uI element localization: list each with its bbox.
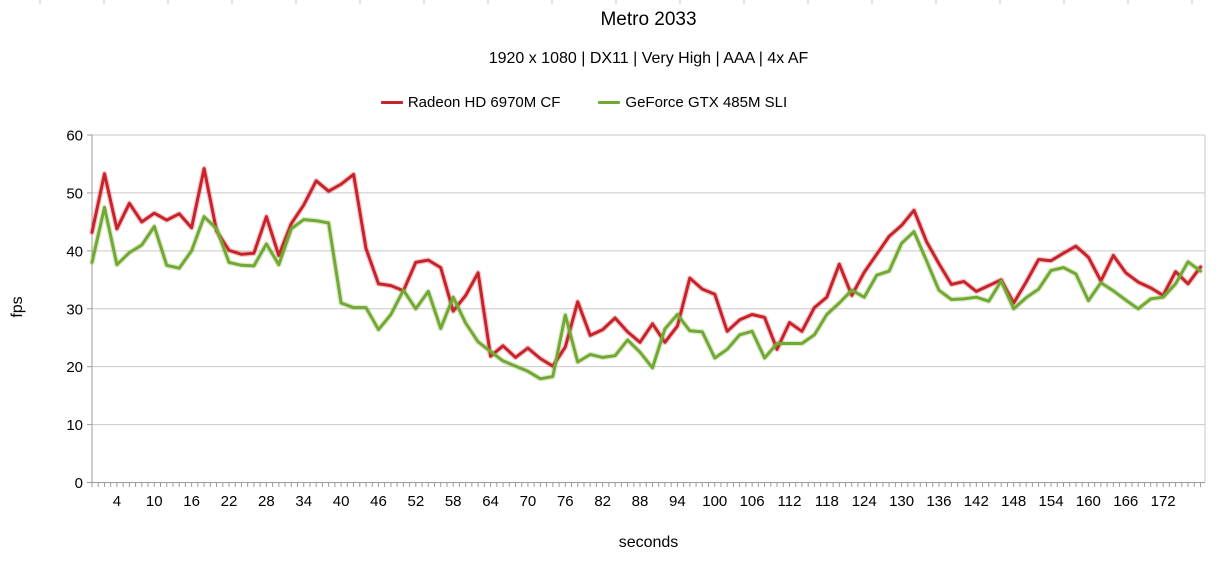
x-tick-label-34: 34: [295, 493, 312, 510]
x-tick-label-94: 94: [669, 493, 686, 510]
x-axis-minor-ticks: [91, 482, 1201, 487]
x-tick-label-28: 28: [258, 493, 275, 510]
x-tick-label-58: 58: [445, 493, 462, 510]
geforce-line-swatch-icon: [598, 101, 621, 104]
x-tick-label-160: 160: [1076, 493, 1101, 510]
legend: Radeon HD 6970M CF GeForce GTX 485M SLI: [0, 94, 1168, 111]
x-tick-label-76: 76: [557, 493, 574, 510]
x-tick-label-124: 124: [852, 493, 877, 510]
y-tick-label-40: 40: [66, 243, 83, 260]
y-tick-label-30: 30: [66, 301, 83, 318]
series-line-geforce: [90, 205, 1202, 381]
y-tick-label-20: 20: [66, 359, 83, 376]
x-tick-label-22: 22: [221, 493, 238, 510]
x-tick-label-82: 82: [594, 493, 611, 510]
x-tick-label-40: 40: [333, 493, 350, 510]
x-tick-label-142: 142: [964, 493, 989, 510]
x-tick-label-100: 100: [702, 493, 727, 510]
legend-label-geforce: GeForce GTX 485M SLI: [625, 94, 788, 111]
x-tick-label-106: 106: [740, 493, 765, 510]
radeon-line-swatch-icon: [380, 101, 403, 104]
x-tick-label-88: 88: [632, 493, 649, 510]
x-tick-label-70: 70: [520, 493, 537, 510]
series-line-radeon: [90, 167, 1202, 368]
x-tick-label-112: 112: [778, 493, 802, 510]
x-axis-label: seconds: [618, 534, 679, 551]
x-tick-label-136: 136: [926, 493, 951, 510]
chart-title: Metro 2033: [600, 9, 697, 30]
x-tick-label-118: 118: [815, 493, 839, 510]
y-tick-label-60: 60: [66, 128, 83, 145]
y-tick-label-50: 50: [66, 185, 83, 202]
y-tick-label-10: 10: [66, 417, 83, 434]
x-tick-label-172: 172: [1151, 493, 1176, 510]
top-ruler-ticks: [39, 0, 1193, 4]
x-tick-label-4: 4: [113, 493, 121, 510]
x-tick-label-52: 52: [407, 493, 424, 510]
x-tick-label-10: 10: [146, 493, 163, 510]
chart-subtitle: 1920 x 1080 | DX11 | Very High | AAA | 4…: [488, 50, 809, 67]
x-tick-label-154: 154: [1039, 493, 1064, 510]
x-tick-label-46: 46: [370, 493, 387, 510]
legend-item-radeon: Radeon HD 6970M CF: [380, 94, 561, 111]
y-tick-label-0: 0: [75, 475, 83, 492]
x-tick-label-148: 148: [1001, 493, 1026, 510]
x-tick-label-64: 64: [482, 493, 499, 510]
legend-item-geforce: GeForce GTX 485M SLI: [598, 94, 787, 111]
x-tick-label-166: 166: [1113, 493, 1138, 510]
legend-label-radeon: Radeon HD 6970M CF: [407, 94, 561, 111]
x-tick-label-16: 16: [183, 493, 200, 510]
x-tick-label-130: 130: [889, 493, 914, 510]
